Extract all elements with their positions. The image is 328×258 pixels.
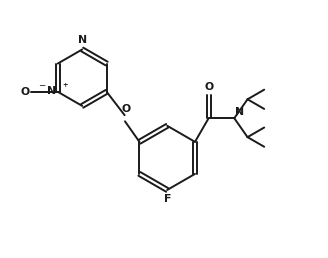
Text: N: N <box>78 35 87 45</box>
Text: +: + <box>62 82 68 88</box>
Text: N: N <box>47 86 56 96</box>
Text: O: O <box>121 104 130 114</box>
Text: O: O <box>204 82 213 92</box>
Text: O: O <box>20 87 29 97</box>
Text: F: F <box>164 195 171 204</box>
Text: −: − <box>38 80 46 89</box>
Text: N: N <box>235 107 244 117</box>
